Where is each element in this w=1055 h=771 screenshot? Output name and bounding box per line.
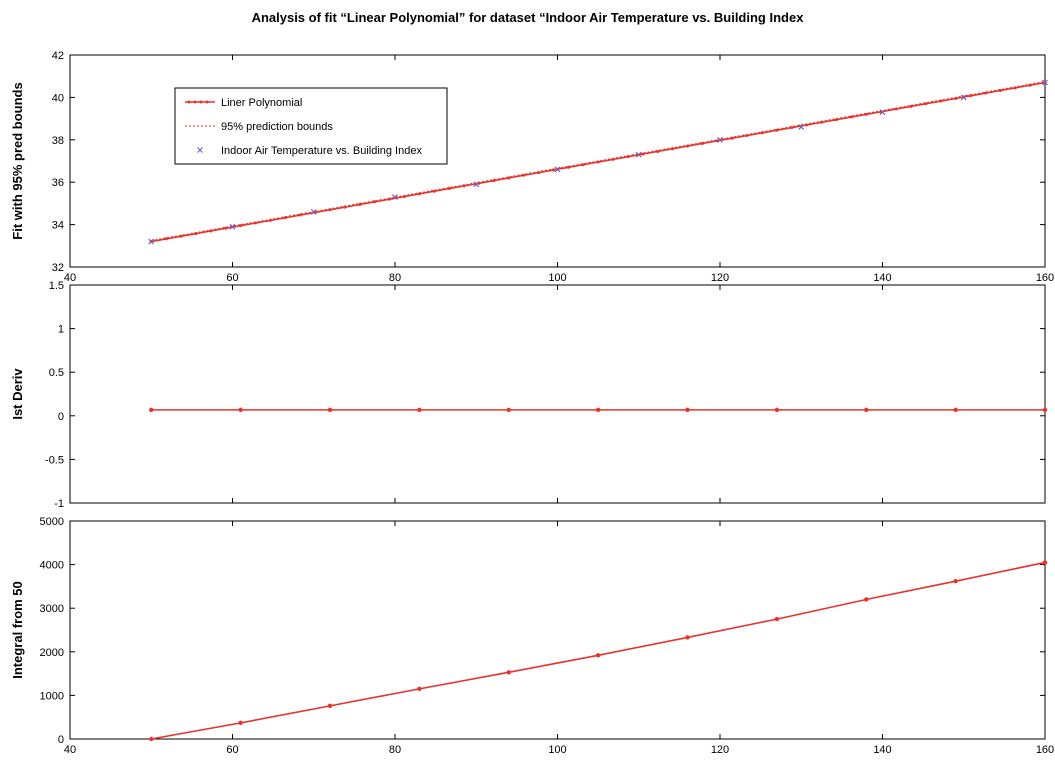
x-tick-label: 80 bbox=[389, 744, 401, 756]
y-tick-label: 2000 bbox=[40, 647, 64, 659]
x-tick-label: 160 bbox=[1036, 272, 1054, 284]
x-tick-label: 40 bbox=[64, 272, 76, 284]
x-tick-label: 80 bbox=[389, 272, 401, 284]
y-tick-label: 5000 bbox=[40, 516, 64, 528]
y-tick-label: 42 bbox=[52, 50, 64, 62]
y-axis-label: Ist Deriv bbox=[10, 368, 25, 420]
y-tick-label: 36 bbox=[52, 177, 64, 189]
data-point bbox=[864, 597, 869, 602]
y-tick-label: 0.5 bbox=[49, 367, 64, 379]
plot-area bbox=[69, 284, 1046, 504]
y-tick-label: 4000 bbox=[40, 560, 64, 572]
legend-marker bbox=[199, 100, 203, 104]
legend-label: Liner Polynomial bbox=[221, 97, 302, 109]
y-tick-label: 34 bbox=[52, 220, 64, 232]
legend-box bbox=[174, 87, 448, 165]
data-point bbox=[960, 94, 967, 101]
y-tick-label: -0.5 bbox=[45, 454, 64, 466]
y-tick-label: 38 bbox=[52, 135, 64, 147]
y-tick-label: 40 bbox=[52, 92, 64, 104]
legend-swatch-data bbox=[197, 147, 203, 153]
x-tick-label: 60 bbox=[226, 744, 238, 756]
x-tick-label: 140 bbox=[873, 272, 891, 284]
data-point bbox=[595, 653, 601, 658]
line-marker bbox=[641, 152, 645, 156]
x-tick-label: 100 bbox=[548, 744, 566, 756]
y-tick-label: 0 bbox=[58, 411, 64, 423]
line-marker bbox=[164, 237, 168, 241]
y-tick-label: 1.5 bbox=[49, 280, 64, 292]
data-point bbox=[595, 407, 601, 413]
data-point bbox=[774, 616, 780, 622]
data-point bbox=[417, 407, 422, 413]
prediction-bound-line bbox=[151, 81, 1046, 241]
data-point bbox=[1042, 407, 1048, 413]
data-point bbox=[310, 208, 317, 215]
data-point bbox=[238, 720, 243, 726]
line-marker bbox=[507, 176, 511, 180]
legend-label: Indoor Air Temperature vs. Building Inde… bbox=[221, 145, 422, 157]
data-point bbox=[149, 736, 154, 742]
data-point bbox=[685, 407, 690, 413]
legend-label: 95% prediction bounds bbox=[221, 121, 333, 133]
y-tick-label: 1000 bbox=[40, 690, 64, 702]
legend: Liner Polynomial 95% prediction bounds Ind… bbox=[174, 87, 448, 165]
data-point bbox=[635, 151, 642, 158]
data-point bbox=[879, 109, 886, 116]
data-point bbox=[953, 578, 958, 584]
data-point bbox=[685, 635, 690, 640]
data-point bbox=[506, 670, 511, 675]
data-point bbox=[717, 136, 723, 143]
x-tick-label: 40 bbox=[64, 744, 76, 756]
panel-2: -1 -0.5 0 0.5 1 1.5 Ist Deriv bbox=[10, 280, 1048, 510]
panel-1: 32 34 36 38 40 42 40 60 80 100 120 140 160 Fit with 9… bbox=[10, 50, 1054, 284]
data-point bbox=[148, 238, 155, 245]
legend-marker bbox=[187, 100, 191, 104]
data-point bbox=[417, 686, 422, 692]
y-tick-label: 32 bbox=[52, 262, 64, 274]
data-point bbox=[554, 166, 561, 173]
y-axis-label: Fit with 95% pred bounds bbox=[10, 82, 25, 239]
line-marker bbox=[983, 91, 987, 95]
x-tick-label: 120 bbox=[711, 744, 729, 756]
line-marker bbox=[373, 200, 377, 204]
plot-area bbox=[69, 520, 1046, 740]
data-point bbox=[327, 703, 333, 709]
y-tick-label: 3000 bbox=[40, 603, 64, 615]
x-tick-label: 140 bbox=[873, 744, 891, 756]
line-marker bbox=[849, 115, 853, 119]
data-point bbox=[953, 407, 958, 413]
y-tick-label: 1 bbox=[58, 324, 64, 336]
panel-3: 0 1000 2000 3000 4000 5000 40 60 80 100 120 140 160 I… bbox=[10, 516, 1054, 756]
legend-marker bbox=[193, 100, 197, 104]
data-point bbox=[798, 124, 805, 131]
data-point bbox=[392, 194, 398, 200]
data-point bbox=[473, 181, 480, 188]
y-tick-label: -1 bbox=[54, 498, 64, 510]
data-point bbox=[1042, 560, 1048, 565]
x-tick-label: 160 bbox=[1036, 744, 1054, 756]
data-point bbox=[327, 407, 333, 413]
x-tick-label: 100 bbox=[548, 272, 566, 284]
data-point bbox=[229, 223, 236, 230]
y-tick-label: 0 bbox=[58, 734, 64, 746]
data-point bbox=[238, 407, 243, 413]
data-point bbox=[864, 407, 869, 413]
legend-marker bbox=[205, 100, 209, 104]
line-marker bbox=[298, 213, 302, 217]
data-point bbox=[1042, 79, 1048, 86]
x-tick-label: 60 bbox=[226, 272, 238, 284]
data-point bbox=[774, 407, 780, 413]
chart-title: Analysis of fit “Linear Polynomial” for … bbox=[251, 10, 804, 25]
data-point bbox=[149, 407, 154, 413]
data-point bbox=[506, 407, 511, 413]
y-axis-label: Integral from 50 bbox=[10, 581, 25, 679]
x-tick-label: 120 bbox=[711, 272, 729, 284]
